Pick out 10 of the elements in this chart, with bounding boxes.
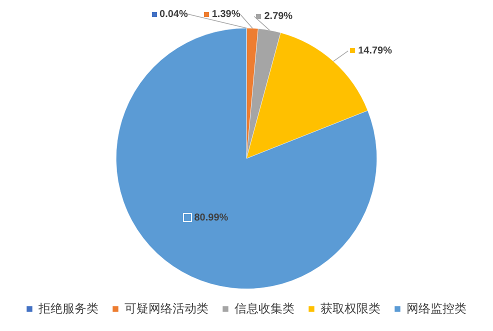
legend-label: 拒绝服务类 xyxy=(38,301,98,316)
legend-label: 网络监控类 xyxy=(406,301,466,316)
data-label: 2.79% xyxy=(264,11,293,22)
data-label: 0.04% xyxy=(160,8,188,20)
data-label: 1.39% xyxy=(212,9,240,20)
legend-label: 信息收集类 xyxy=(234,301,294,316)
legend-label: 获取权限类 xyxy=(320,301,380,316)
data-label: 80.99% xyxy=(194,212,228,224)
data-label: 14.79% xyxy=(358,46,392,57)
legend-label: 可疑网络活动类 xyxy=(124,301,208,316)
